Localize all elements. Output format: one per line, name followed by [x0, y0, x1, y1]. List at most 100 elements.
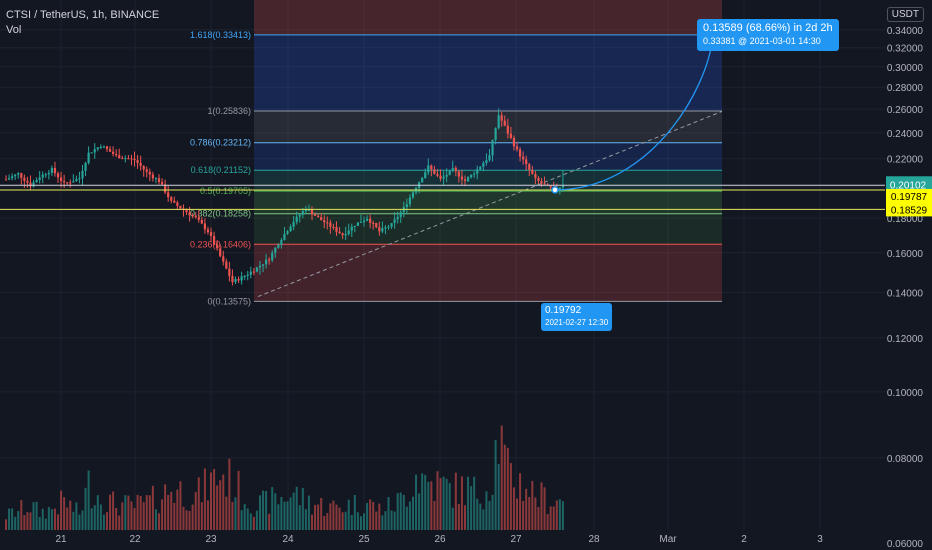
candle	[491, 140, 494, 156]
candle	[81, 170, 84, 179]
projection-curve	[554, 35, 714, 191]
candle	[249, 271, 252, 275]
volume-bar	[537, 507, 540, 530]
candle	[164, 184, 167, 193]
candle	[53, 167, 57, 174]
candle	[528, 164, 531, 170]
volume-bar	[258, 495, 261, 530]
volume-bar	[464, 505, 466, 530]
volume-bar	[286, 501, 289, 530]
price-tick-label: 0.32000	[887, 44, 924, 55]
candle	[448, 170, 451, 175]
candle	[525, 159, 528, 165]
volume-bar	[222, 474, 225, 530]
volume-bar	[289, 497, 292, 530]
candle	[497, 115, 500, 129]
volume-bar	[271, 487, 274, 530]
volume-bar	[179, 481, 182, 530]
volume-bar	[375, 511, 378, 530]
volume-bar	[301, 487, 304, 530]
candle	[421, 178, 424, 183]
candle	[494, 128, 497, 141]
candle	[393, 219, 396, 224]
volume-bar	[311, 514, 313, 530]
price-marker	[886, 202, 932, 217]
volume-bar	[448, 483, 451, 530]
candle	[191, 215, 194, 217]
volume-bar	[38, 517, 41, 530]
volume-bar	[112, 491, 115, 530]
volume-bar	[454, 472, 457, 530]
volume-bar	[359, 516, 362, 530]
candle	[219, 248, 222, 257]
candle	[29, 182, 32, 187]
volume-bar	[531, 480, 534, 530]
volume-bar	[509, 463, 512, 530]
candle	[127, 158, 130, 160]
projection-start-point	[551, 186, 559, 194]
currency-badge[interactable]: USDT	[886, 7, 924, 22]
start-time: 2021-02-27 12:30	[545, 318, 609, 327]
candle	[292, 221, 295, 227]
volume-bar	[75, 502, 78, 530]
candle	[234, 279, 237, 283]
volume-bar	[488, 501, 491, 530]
volume-bar	[561, 501, 564, 530]
volume-bar	[182, 506, 185, 530]
volume-bar	[133, 508, 136, 530]
candle	[369, 218, 372, 223]
candle	[41, 174, 44, 178]
candle	[271, 252, 274, 261]
candle	[317, 215, 320, 218]
symbol-title[interactable]: CTSI / TetherUS, 1h, BINANCE	[6, 9, 160, 21]
candle	[75, 178, 78, 182]
volume-bar	[347, 499, 350, 530]
volume-bar	[213, 469, 216, 530]
volume-bar	[78, 514, 81, 530]
fib-level-label: 0.5(0.19705)	[200, 186, 251, 196]
candle	[301, 211, 304, 215]
candle	[390, 223, 393, 227]
candle	[200, 219, 203, 224]
candle	[488, 155, 491, 161]
candle	[212, 235, 216, 245]
volume-bar	[154, 509, 157, 530]
candle	[341, 233, 344, 236]
candle	[503, 120, 506, 126]
price-marker	[886, 188, 932, 203]
candle	[375, 222, 378, 228]
volume-bar	[200, 502, 203, 530]
volume-bar	[485, 491, 488, 530]
candle	[252, 271, 255, 273]
volume-bar	[105, 512, 108, 530]
candle	[372, 222, 375, 224]
volume-bar	[280, 496, 283, 530]
volume-bar	[522, 500, 525, 530]
volume-bar	[442, 476, 445, 530]
chart-legend: CTSI / TetherUS, 1h, BINANCE Vol	[6, 8, 159, 38]
candle	[335, 227, 338, 232]
volume-bar	[23, 515, 26, 530]
volume-bar	[335, 504, 338, 530]
candle	[118, 155, 121, 159]
candle	[537, 177, 540, 181]
candle	[124, 158, 127, 160]
candle	[381, 228, 384, 232]
volume-bar	[265, 490, 268, 530]
candle	[433, 169, 436, 174]
time-tick-label: 25	[358, 534, 370, 545]
candle	[69, 182, 72, 184]
volume-bar	[255, 510, 258, 530]
volume-label[interactable]: Vol	[6, 24, 22, 36]
volume-bar	[329, 503, 332, 530]
volume-bar	[142, 502, 145, 530]
volume-bar	[323, 515, 326, 530]
candle	[108, 149, 112, 152]
volume-bar	[151, 485, 154, 530]
candle	[157, 178, 161, 182]
volume-bar	[421, 473, 424, 530]
volume-bar	[148, 495, 151, 530]
price-tick-label: 0.10000	[887, 388, 924, 399]
candle	[399, 212, 402, 217]
